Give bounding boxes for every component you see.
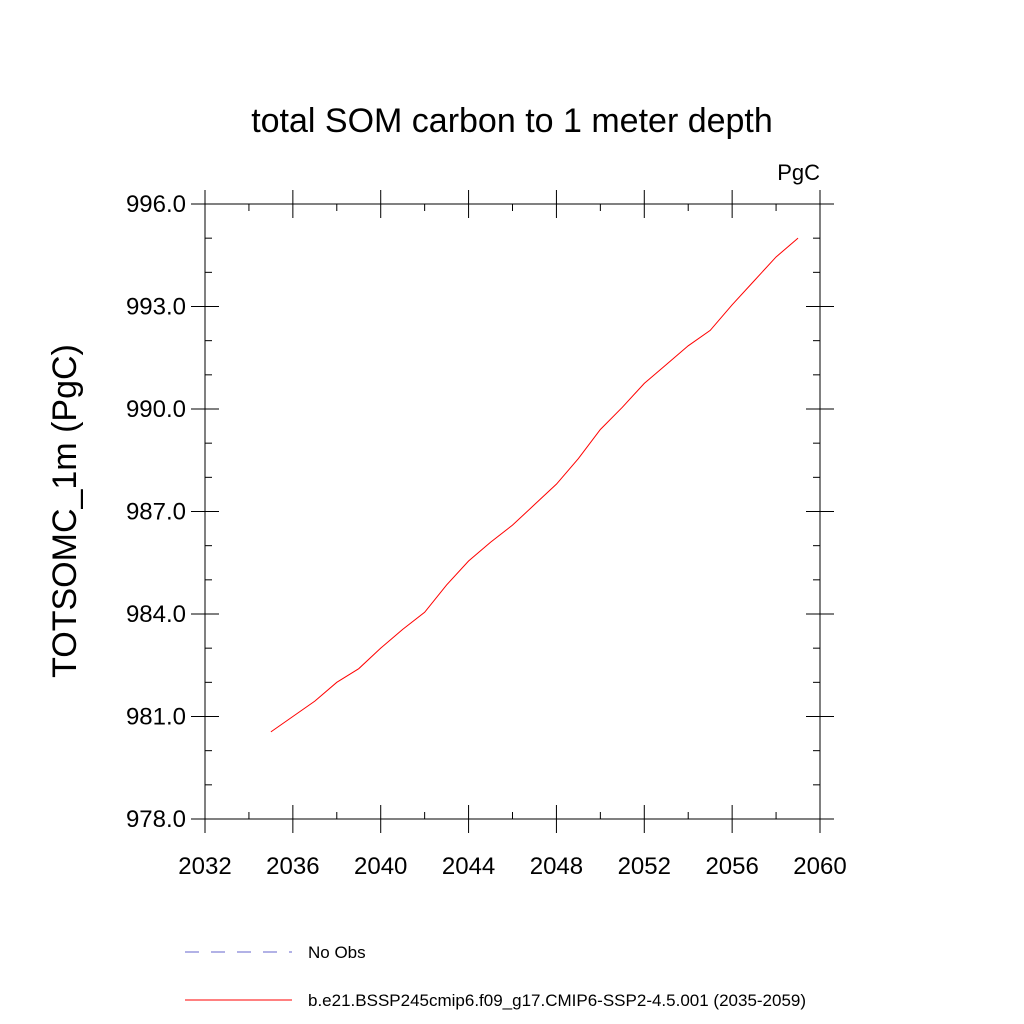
x-tick-label: 2060: [793, 853, 846, 880]
x-tick-label: 2040: [354, 853, 407, 880]
series-lines: [270, 237, 799, 733]
y-tick-label: 984.0: [126, 601, 186, 628]
x-tick-label: 2048: [530, 853, 583, 880]
x-tick-label: 2032: [178, 853, 231, 880]
y-tick-label: 978.0: [126, 806, 186, 833]
y-tick-label: 990.0: [126, 396, 186, 423]
x-tick-label: 2052: [618, 853, 671, 880]
x-tick-label: 2044: [442, 853, 495, 880]
x-tick-label: 2056: [705, 853, 758, 880]
series-line-1: [270, 237, 799, 733]
y-axis-label: TOTSOMC_1m (PgC): [46, 344, 84, 678]
x-tick-label: 2036: [266, 853, 319, 880]
y-tick-label: 993.0: [126, 294, 186, 321]
legend-label-1: b.e21.BSSP245cmip6.f09_g17.CMIP6-SSP2-4.…: [308, 991, 806, 1010]
y-tick-label: 981.0: [126, 704, 186, 731]
units-label: PgC: [777, 160, 820, 185]
legend: No Obs b.e21.BSSP245cmip6.f09_g17.CMIP6-S…: [185, 943, 806, 1010]
plot-frame: [204, 203, 821, 820]
y-tick-label: 996.0: [126, 191, 186, 218]
axis-ticks: [191, 190, 834, 833]
legend-label-0: No Obs: [308, 943, 366, 962]
tick-labels: 2032 2036 2040 2044 2048 2052 2056 2060 978.0 981…: [126, 191, 847, 880]
chart-title: total SOM carbon to 1 meter depth: [251, 102, 773, 140]
y-tick-label: 987.0: [126, 499, 186, 526]
